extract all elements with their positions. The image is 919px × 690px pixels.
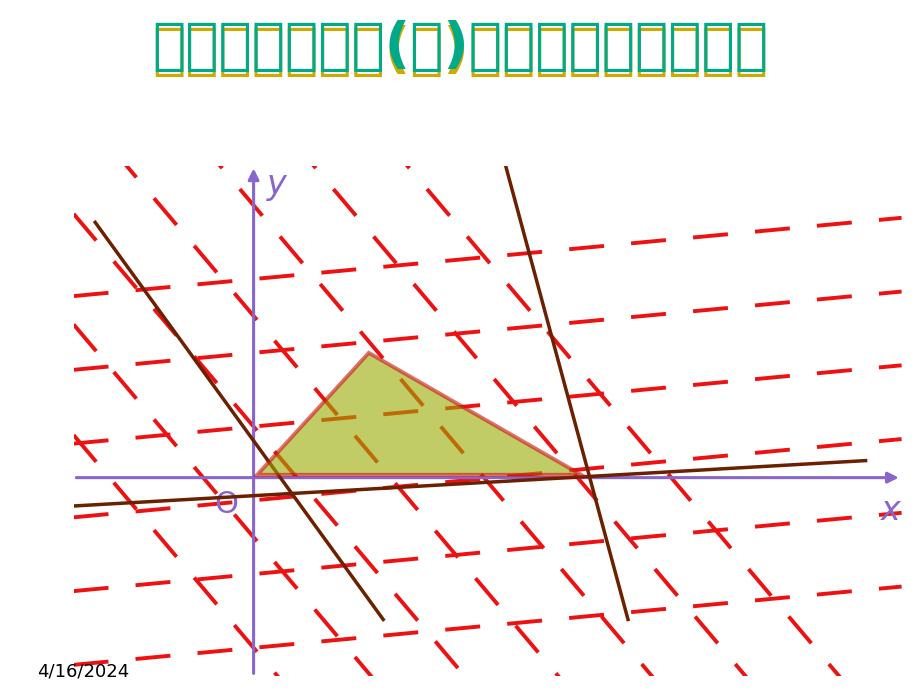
Polygon shape (257, 353, 581, 475)
Text: 二元一次不等式(组)与简单线性规划问题: 二元一次不等式(组)与简单线性规划问题 (152, 25, 767, 79)
Text: x: x (880, 493, 900, 526)
Text: 二元一次不等式(组)与简单线性规划问题: 二元一次不等式(组)与简单线性规划问题 (152, 20, 767, 74)
Text: O: O (213, 490, 237, 519)
Text: y: y (267, 168, 286, 201)
Text: 4/16/2024: 4/16/2024 (37, 662, 129, 680)
